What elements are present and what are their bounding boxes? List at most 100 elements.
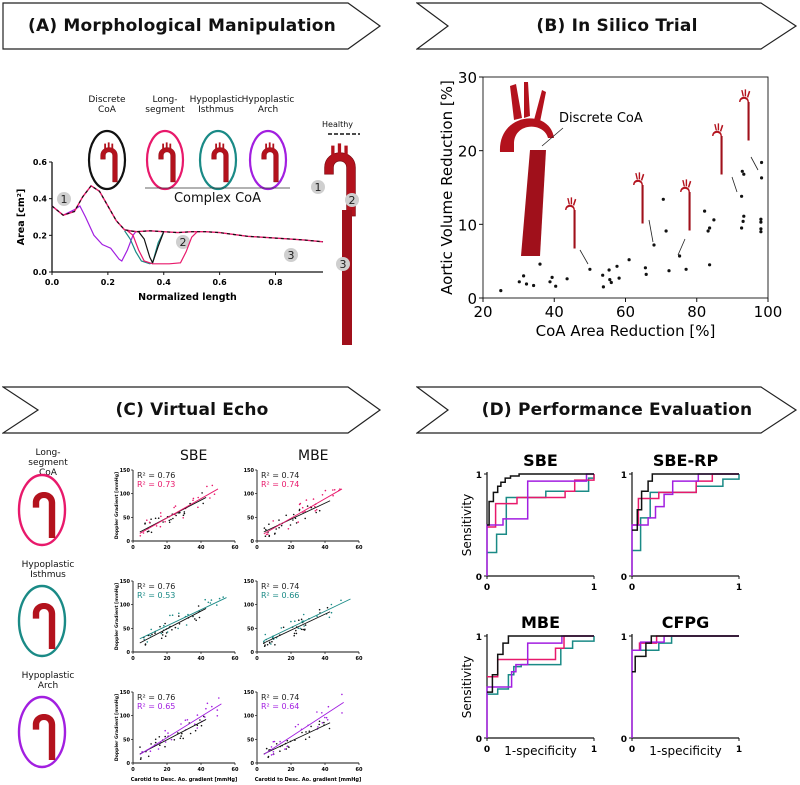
series-line-hypoplastic-arch	[51, 205, 137, 262]
scatter-point-morphology	[207, 601, 210, 604]
aorta-icon	[32, 492, 56, 538]
scatter-point-morphology	[160, 515, 162, 518]
scatter-point-base	[285, 748, 288, 750]
scatter-point	[499, 289, 503, 293]
scatter-point-base	[164, 635, 167, 637]
x-tick-label: 0	[484, 745, 490, 755]
fit-line-base	[263, 722, 331, 755]
morphology-icon-ring	[248, 129, 288, 191]
scatter-point	[740, 226, 744, 230]
scatter-point-base	[318, 723, 321, 726]
aorta-branch	[162, 143, 164, 149]
scatter-point-base	[182, 737, 184, 740]
y-axis-label: Area [cm²]	[16, 189, 27, 246]
roc-curve-hypoplastic-arch	[486, 473, 594, 576]
roc-title: CFPG	[662, 613, 710, 632]
fit-line-morphology	[263, 488, 343, 535]
scatter-point-base	[144, 522, 146, 524]
x-tick-label: 1	[591, 583, 597, 593]
scatter-point	[703, 209, 707, 213]
scatter-point	[742, 172, 746, 176]
scatter-point-base	[275, 743, 278, 745]
scatter-point-base	[195, 619, 197, 622]
aorta-icon	[261, 142, 279, 183]
scatter-point-base	[150, 531, 153, 534]
scatter-point-base	[301, 731, 303, 734]
scatter-point-morphology	[149, 634, 152, 637]
scatter-point-base	[295, 629, 297, 632]
scatter-point	[588, 267, 592, 271]
scatter-point-morphology	[316, 615, 318, 618]
r2-base-label: R² = 0.76	[137, 693, 175, 702]
annotation-arrow	[731, 176, 738, 193]
scatter-point	[608, 278, 612, 282]
scatter-point-morphology	[166, 631, 169, 633]
scatter-point-base	[268, 523, 270, 525]
aorta-branch	[222, 143, 225, 149]
scatter-point-morphology	[204, 716, 206, 718]
x-tick-label: 1	[736, 745, 742, 755]
fit-line-base	[139, 719, 207, 755]
scatter-point-morphology	[341, 712, 343, 714]
roc-curve-hypoplastic-arch	[631, 635, 739, 738]
y-tick-label: 50	[247, 626, 254, 632]
aorta-descending	[641, 185, 644, 224]
scatter-point-morphology	[301, 506, 304, 509]
aorta-body	[32, 492, 56, 538]
aorta-branch	[111, 143, 114, 149]
aorta-model-small	[633, 172, 645, 224]
scatter-point-morphology	[150, 628, 152, 631]
x-tick-label: 0.0	[45, 278, 60, 287]
fit-line-base	[263, 611, 331, 644]
aorta-branches	[714, 123, 724, 132]
roc-curve-long-segment	[487, 474, 595, 528]
x-tick-label: 1	[591, 745, 597, 755]
scatter-point-morphology	[325, 716, 328, 719]
x-axis-label: Normalized length	[138, 292, 237, 303]
scatter-point-base	[150, 743, 152, 745]
y-tick-label: 150	[120, 690, 131, 696]
scatter-point-morphology	[294, 620, 296, 622]
aorta-model-small	[712, 123, 724, 175]
x-tick-label: 0	[484, 583, 490, 593]
scatter-point-base	[144, 643, 147, 645]
scatter-point	[740, 194, 744, 198]
scatter-point-morphology	[332, 489, 334, 491]
scatter-point-morphology	[148, 521, 151, 524]
x-tick-label: 0	[255, 656, 259, 662]
location-marker-label: 3	[288, 249, 295, 262]
r2-morphology-label: R² = 0.65	[137, 702, 175, 711]
location-marker-label: 3	[340, 258, 347, 271]
scatter-point	[706, 229, 710, 233]
series-line-long-segment-overlay	[51, 184, 324, 243]
scatter-point-morphology	[164, 729, 166, 732]
scatter-point	[565, 277, 569, 281]
r2-morphology-label: R² = 0.53	[137, 591, 175, 600]
scatter-point-morphology	[330, 603, 333, 606]
scatter-point-morphology	[222, 596, 224, 598]
x-tick-label: 20	[164, 656, 171, 662]
y-tick-label: 0	[621, 735, 627, 745]
y-tick-label: 1	[621, 471, 627, 481]
y-tick-label: 20	[458, 143, 477, 161]
scatter-point-morphology	[328, 616, 331, 619]
x-tick-label: 20	[288, 767, 295, 773]
scatter-point-base	[271, 640, 273, 643]
scatter-point-morphology	[314, 505, 316, 508]
banner-c-title: (C) Virtual Echo	[115, 400, 269, 420]
roc-curve-hypoplastic-isthmus	[487, 474, 595, 554]
roc-title: SBE-RP	[653, 451, 719, 470]
scatter-point-base	[140, 757, 142, 759]
scatter-point	[667, 269, 671, 273]
aorta-branches	[510, 82, 546, 122]
scatter-point-morphology	[327, 705, 330, 708]
scatter-point-base	[189, 732, 192, 735]
aorta-model-small	[680, 179, 692, 231]
scatter-point-base	[265, 747, 268, 750]
row-label-isthmus: Hypoplastic Isthmus	[21, 560, 75, 580]
scatter-point-morphology	[209, 497, 211, 499]
x-tick-label: 20	[473, 303, 492, 321]
fit-line-morphology	[139, 703, 222, 755]
scatter-point-base	[178, 615, 180, 617]
scatter-point-base	[263, 645, 266, 647]
